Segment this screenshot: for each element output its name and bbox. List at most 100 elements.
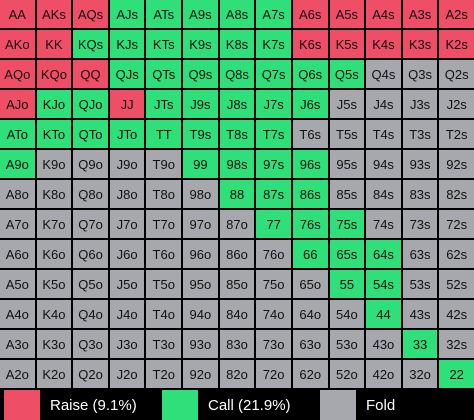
hand-cell[interactable]: T2o (146, 360, 182, 388)
hand-cell[interactable]: 43o (366, 330, 401, 358)
hand-cell[interactable]: KJo (36, 90, 72, 118)
hand-cell[interactable]: 72s (439, 210, 474, 238)
hand-cell[interactable]: K3o (36, 330, 72, 358)
hand-cell[interactable]: J6s (292, 90, 328, 118)
hand-cell[interactable]: 63o (292, 330, 328, 358)
hand-cell[interactable]: KTs (146, 30, 182, 58)
hand-cell[interactable]: 83s (402, 180, 438, 208)
hand-cell[interactable]: T5o (146, 270, 182, 298)
hand-cell[interactable]: A6o (0, 240, 35, 268)
hand-cell[interactable]: J9o (109, 150, 145, 178)
hand-cell[interactable]: A6s (292, 0, 328, 28)
hand-cell[interactable]: K7o (36, 210, 72, 238)
hand-cell[interactable]: 76s (292, 210, 328, 238)
hand-cell[interactable]: 55 (329, 270, 365, 298)
hand-cell[interactable]: 87o (219, 210, 255, 238)
hand-cell[interactable]: K8o (36, 180, 72, 208)
hand-cell[interactable]: 32s (439, 330, 474, 358)
hand-cell[interactable]: 65s (329, 240, 365, 268)
hand-cell[interactable]: ATs (146, 0, 182, 28)
hand-cell[interactable]: 33 (402, 330, 438, 358)
hand-cell[interactable]: AJs (109, 0, 145, 28)
hand-cell[interactable]: T8s (219, 120, 255, 148)
hand-cell[interactable]: 86s (292, 180, 328, 208)
hand-cell[interactable]: A8s (219, 0, 255, 28)
hand-cell[interactable]: KK (36, 30, 72, 58)
hand-cell[interactable]: 98o (183, 180, 218, 208)
hand-cell[interactable]: J7o (109, 210, 145, 238)
hand-cell[interactable]: K6s (292, 30, 328, 58)
hand-cell[interactable]: 92s (439, 150, 474, 178)
hand-cell[interactable]: Q6o (73, 240, 108, 268)
hand-cell[interactable]: A5s (329, 0, 365, 28)
hand-cell[interactable]: A9o (0, 150, 35, 178)
hand-cell[interactable]: A8o (0, 180, 35, 208)
hand-cell[interactable]: A7o (0, 210, 35, 238)
hand-cell[interactable]: 76o (256, 240, 291, 268)
hand-cell[interactable]: AA (0, 0, 35, 28)
hand-cell[interactable]: Q5s (329, 60, 365, 88)
hand-cell[interactable]: A2s (439, 0, 474, 28)
hand-cell[interactable]: 88 (219, 180, 255, 208)
hand-cell[interactable]: T4s (366, 120, 401, 148)
hand-cell[interactable]: J8s (219, 90, 255, 118)
hand-cell[interactable]: T3s (402, 120, 438, 148)
hand-cell[interactable]: K8s (219, 30, 255, 58)
hand-cell[interactable]: KQo (36, 60, 72, 88)
hand-cell[interactable]: J3s (402, 90, 438, 118)
hand-cell[interactable]: K5o (36, 270, 72, 298)
hand-cell[interactable]: JTs (146, 90, 182, 118)
hand-cell[interactable]: Q6s (292, 60, 328, 88)
hand-cell[interactable]: J8o (109, 180, 145, 208)
hand-cell[interactable]: AQo (0, 60, 35, 88)
hand-cell[interactable]: KJs (109, 30, 145, 58)
hand-cell[interactable]: 97s (256, 150, 291, 178)
hand-cell[interactable]: 43s (402, 300, 438, 328)
hand-cell[interactable]: AJo (0, 90, 35, 118)
hand-cell[interactable]: 84s (366, 180, 401, 208)
hand-cell[interactable]: 96s (292, 150, 328, 178)
hand-cell[interactable]: A3o (0, 330, 35, 358)
hand-cell[interactable]: TT (146, 120, 182, 148)
hand-cell[interactable]: T9s (183, 120, 218, 148)
hand-cell[interactable]: J2o (109, 360, 145, 388)
hand-cell[interactable]: 73o (256, 330, 291, 358)
hand-cell[interactable]: 85o (219, 270, 255, 298)
hand-cell[interactable]: A3s (402, 0, 438, 28)
hand-cell[interactable]: J5o (109, 270, 145, 298)
hand-cell[interactable]: JJ (109, 90, 145, 118)
hand-cell[interactable]: T6o (146, 240, 182, 268)
hand-cell[interactable]: Q7s (256, 60, 291, 88)
hand-cell[interactable]: 86o (219, 240, 255, 268)
hand-cell[interactable]: 74s (366, 210, 401, 238)
hand-cell[interactable]: A9s (183, 0, 218, 28)
hand-cell[interactable]: 93s (402, 150, 438, 178)
hand-cell[interactable]: T5s (329, 120, 365, 148)
hand-cell[interactable]: Q3o (73, 330, 108, 358)
hand-cell[interactable]: K4o (36, 300, 72, 328)
hand-cell[interactable]: Q7o (73, 210, 108, 238)
hand-cell[interactable]: Q3s (402, 60, 438, 88)
hand-cell[interactable]: 99 (183, 150, 218, 178)
hand-cell[interactable]: K2s (439, 30, 474, 58)
hand-cell[interactable]: 82o (219, 360, 255, 388)
hand-cell[interactable]: QJs (109, 60, 145, 88)
hand-cell[interactable]: ATo (0, 120, 35, 148)
hand-cell[interactable]: QTs (146, 60, 182, 88)
hand-cell[interactable]: KQs (73, 30, 108, 58)
hand-cell[interactable]: J6o (109, 240, 145, 268)
hand-cell[interactable]: JTo (109, 120, 145, 148)
hand-cell[interactable]: J3o (109, 330, 145, 358)
hand-cell[interactable]: T4o (146, 300, 182, 328)
hand-cell[interactable]: J4o (109, 300, 145, 328)
hand-cell[interactable]: 62s (439, 240, 474, 268)
hand-cell[interactable]: 42o (366, 360, 401, 388)
hand-cell[interactable]: 94s (366, 150, 401, 178)
hand-cell[interactable]: 95o (183, 270, 218, 298)
hand-cell[interactable]: J9s (183, 90, 218, 118)
hand-cell[interactable]: A4o (0, 300, 35, 328)
hand-cell[interactable]: 92o (183, 360, 218, 388)
hand-cell[interactable]: AKo (0, 30, 35, 58)
hand-cell[interactable]: 22 (439, 360, 474, 388)
hand-cell[interactable]: J2s (439, 90, 474, 118)
